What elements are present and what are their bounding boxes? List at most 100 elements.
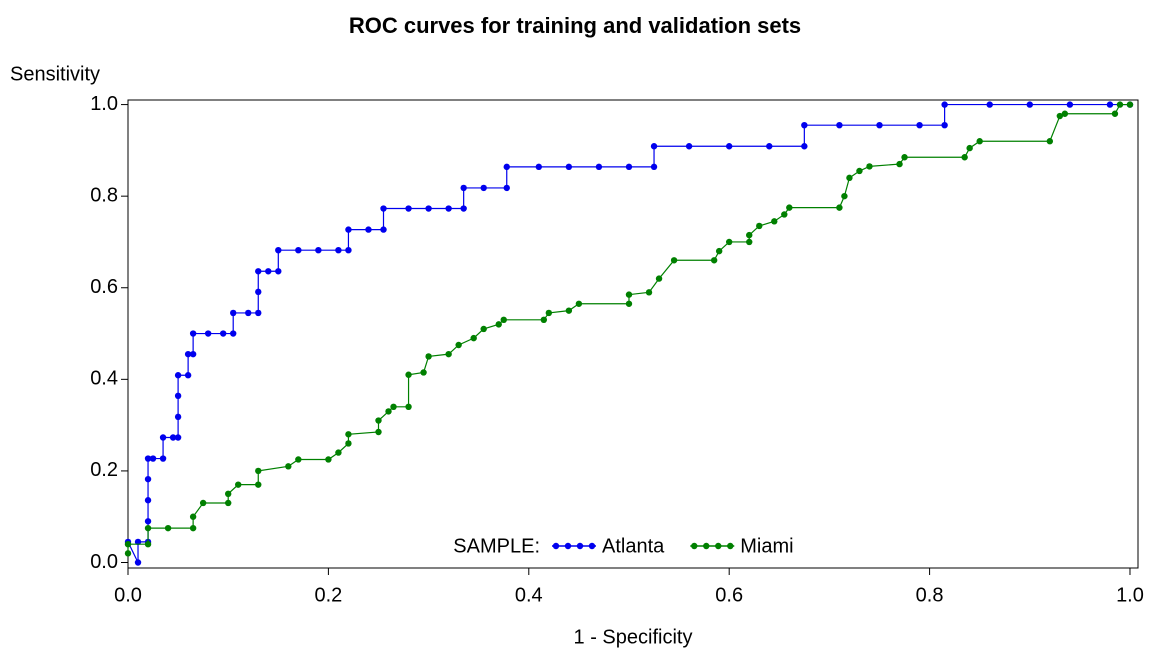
legend-swatch-marker xyxy=(552,542,560,550)
x-tick-label: 1.0 xyxy=(1116,584,1144,606)
x-tick-label: 0.6 xyxy=(715,584,743,606)
series-marker xyxy=(746,231,753,239)
series-marker xyxy=(169,434,177,441)
series-marker xyxy=(199,499,207,507)
y-tick-label: 0.4 xyxy=(90,368,118,390)
series-marker xyxy=(766,143,773,150)
y-axis-label: Sensitivity xyxy=(10,63,100,85)
series-marker xyxy=(1126,101,1134,108)
series-marker xyxy=(650,163,658,171)
series-marker xyxy=(650,143,658,150)
series-marker xyxy=(425,205,432,212)
series-marker xyxy=(325,456,332,463)
series-marker xyxy=(941,101,948,108)
series-marker xyxy=(219,330,227,337)
series-marker xyxy=(255,309,262,317)
series-marker xyxy=(725,238,733,246)
series-marker xyxy=(836,204,843,211)
series-marker xyxy=(445,350,452,358)
series-marker xyxy=(846,174,853,182)
legend-swatch-marker xyxy=(703,542,710,550)
series-marker xyxy=(345,226,352,233)
series-marker xyxy=(235,481,242,488)
series-marker xyxy=(565,163,573,171)
series-marker xyxy=(495,321,502,328)
series-marker xyxy=(420,369,427,376)
series-marker xyxy=(575,300,583,307)
series-line xyxy=(127,103,1130,563)
series-marker xyxy=(189,330,197,337)
series-marker xyxy=(801,143,808,150)
series-marker xyxy=(224,490,232,498)
series-marker xyxy=(1046,138,1054,145)
series-marker xyxy=(365,226,372,233)
series-marker xyxy=(836,121,843,129)
series-marker xyxy=(315,246,322,254)
series-marker xyxy=(375,417,382,424)
series-marker xyxy=(144,524,152,532)
series-marker xyxy=(856,167,863,175)
series-marker xyxy=(625,163,633,171)
legend-swatch-marker xyxy=(727,542,734,550)
series-marker xyxy=(1061,110,1069,117)
series-marker xyxy=(460,184,467,192)
series-marker xyxy=(941,121,948,129)
series-marker xyxy=(876,121,883,129)
series-marker xyxy=(144,475,152,483)
series-marker xyxy=(345,431,352,438)
series-marker xyxy=(595,163,603,171)
series-marker xyxy=(174,372,182,379)
series-marker xyxy=(385,408,392,415)
series-marker xyxy=(565,307,573,314)
series-marker xyxy=(275,268,282,275)
series-marker xyxy=(159,455,167,462)
series-marker xyxy=(174,413,182,421)
series-marker xyxy=(896,160,903,168)
series-marker xyxy=(986,101,993,108)
y-tick-label: 0.2 xyxy=(90,459,118,481)
series-marker xyxy=(335,449,342,456)
series-marker xyxy=(174,392,182,400)
series-marker xyxy=(771,218,778,225)
series-marker xyxy=(164,524,172,532)
plot-frame xyxy=(127,99,1139,569)
series-marker xyxy=(144,455,152,462)
series-marker xyxy=(265,268,272,275)
series-marker xyxy=(159,434,167,441)
series-marker xyxy=(455,341,462,349)
series-marker xyxy=(916,121,923,129)
series-marker xyxy=(255,467,262,475)
series-marker xyxy=(715,247,723,255)
series-marker xyxy=(255,481,262,488)
series-marker xyxy=(725,143,733,150)
series-marker xyxy=(295,456,302,463)
y-tick-label: 0.0 xyxy=(90,551,118,573)
series-marker xyxy=(124,550,132,557)
series-marker xyxy=(144,540,152,548)
series-marker xyxy=(134,559,142,566)
legend-label: Miami xyxy=(740,535,793,557)
series-marker xyxy=(230,309,237,317)
legend-swatch-marker xyxy=(564,542,572,550)
series-marker xyxy=(801,121,808,129)
series-marker xyxy=(503,184,510,192)
series-marker xyxy=(503,163,510,171)
series-marker xyxy=(405,205,412,212)
series-marker xyxy=(1116,101,1124,108)
chart-title: ROC curves for training and validation s… xyxy=(349,13,801,38)
legend-title: SAMPLE: xyxy=(453,535,540,557)
series-marker xyxy=(1026,101,1033,108)
series-marker xyxy=(625,300,633,307)
series-marker xyxy=(710,257,718,264)
series-marker xyxy=(335,246,342,254)
series-marker xyxy=(781,211,788,218)
series-marker xyxy=(405,403,412,411)
series-marker xyxy=(224,499,232,507)
series-marker xyxy=(901,154,908,161)
series-marker xyxy=(189,524,197,532)
series-marker xyxy=(144,518,152,525)
x-axis-label: 1 - Specificity xyxy=(574,626,693,648)
series-marker xyxy=(480,325,487,333)
series-marker xyxy=(255,268,262,275)
